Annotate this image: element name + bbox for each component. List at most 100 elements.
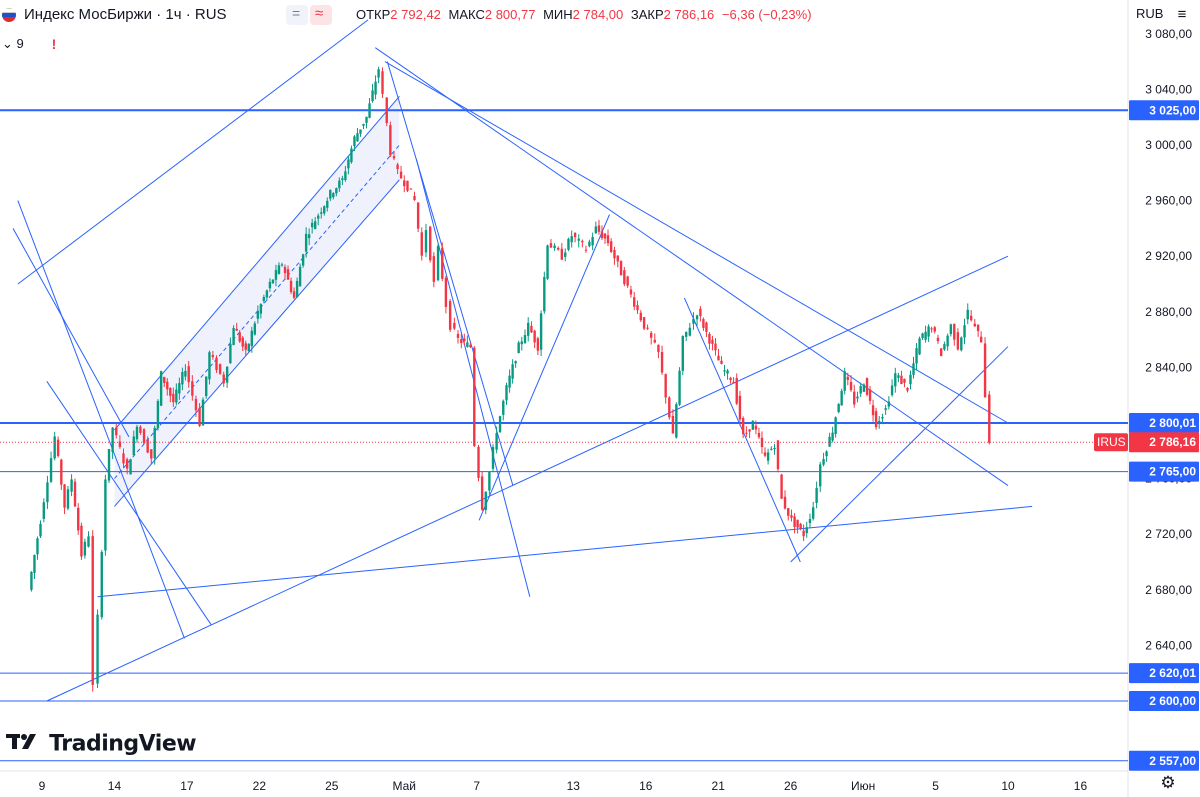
candle-body	[432, 256, 436, 282]
candle-body	[436, 245, 440, 281]
candle-body	[498, 416, 502, 433]
candle-body	[211, 355, 215, 358]
candle-body	[341, 178, 344, 180]
candle-body	[924, 331, 927, 340]
candle-body	[335, 188, 338, 194]
candle-body	[853, 391, 856, 405]
candle-body	[825, 451, 828, 457]
trend-line[interactable]	[12, 228, 130, 438]
level-badge[interactable]: 2 620,01	[1149, 666, 1196, 680]
trend-line[interactable]	[478, 214, 610, 521]
candle-body	[295, 280, 299, 298]
candle-body	[773, 447, 776, 450]
candle-body	[760, 437, 764, 448]
candle-body	[83, 541, 87, 556]
y-tick-label: 2 840,00	[1145, 360, 1192, 374]
candle-body	[616, 255, 619, 262]
trend-line[interactable]	[415, 158, 531, 597]
menu-icon[interactable]: ≡	[1168, 5, 1196, 25]
candle-body	[949, 324, 953, 335]
candle-body	[695, 315, 699, 320]
candle-body	[350, 148, 353, 163]
trend-line[interactable]	[790, 346, 1009, 563]
candle-body	[36, 538, 39, 555]
candle-body	[73, 481, 77, 507]
level-badge[interactable]: 2 600,00	[1149, 694, 1196, 708]
high-label: МАКС	[448, 7, 485, 22]
level-badge[interactable]: 2 800,01	[1149, 416, 1196, 430]
candle-body	[49, 458, 53, 482]
candle-body	[573, 232, 577, 238]
trend-line[interactable]	[384, 61, 1009, 424]
candle-body	[46, 482, 49, 503]
candle-body	[770, 448, 773, 450]
level-badge[interactable]: 3 025,00	[1149, 103, 1196, 117]
level-badge[interactable]: 2 557,00	[1149, 754, 1196, 768]
candle-body	[783, 496, 787, 509]
candle-body	[111, 427, 114, 453]
candle-body	[96, 614, 99, 684]
candle-body	[132, 436, 135, 456]
trend-line[interactable]	[17, 200, 185, 639]
candle-body	[159, 371, 163, 406]
candle-body	[218, 364, 222, 374]
candle-body	[247, 343, 250, 351]
indicators-toggle[interactable]: ⌄ 9	[2, 36, 24, 52]
trend-line[interactable]	[386, 61, 514, 486]
equal-chip[interactable]: =	[286, 5, 308, 25]
level-badge[interactable]: 2 765,00	[1149, 465, 1196, 479]
trend-line[interactable]	[374, 47, 1009, 486]
candle-body	[653, 339, 657, 343]
trend-line[interactable]	[97, 505, 1033, 598]
candle-body	[906, 387, 909, 391]
trend-line[interactable]	[114, 179, 400, 507]
candle-body	[420, 232, 423, 256]
level-badge-bg	[1129, 691, 1199, 711]
candle-body	[424, 230, 428, 253]
candle-body	[495, 432, 498, 450]
candle-body	[609, 241, 613, 252]
symbol-title[interactable]: Индекс МосБиржи · 1ч · RUS	[24, 6, 227, 23]
candle-body	[912, 363, 915, 375]
candle-body	[878, 420, 881, 423]
candle-body	[473, 347, 476, 446]
candle-body	[815, 488, 818, 503]
high-value: 2 800,77	[484, 7, 536, 22]
trend-line[interactable]	[114, 96, 400, 431]
candle-body	[175, 389, 178, 403]
settings-gear-icon[interactable]: ⚙	[1160, 773, 1176, 792]
candle-body	[757, 432, 761, 438]
currency-label[interactable]: RUB	[1136, 6, 1164, 21]
candle-body	[646, 327, 649, 329]
alert-icon[interactable]: !	[51, 36, 57, 52]
open-label: ОТКР	[356, 7, 391, 22]
trend-line[interactable]	[17, 19, 369, 285]
candle-body	[377, 69, 380, 78]
candle-body	[283, 266, 287, 274]
candle-body	[191, 381, 194, 396]
candle-body	[91, 536, 94, 685]
candle-body	[946, 335, 949, 347]
candle-body	[600, 231, 604, 238]
candle-body	[564, 252, 567, 257]
wave-chip[interactable]: ≈	[310, 5, 332, 25]
candle-body	[142, 429, 146, 444]
candle-body	[546, 245, 549, 279]
candle-body	[828, 436, 831, 447]
candle-body	[310, 222, 314, 228]
candle-body	[356, 133, 359, 142]
trend-line[interactable]	[46, 381, 212, 625]
candle-body	[150, 449, 153, 459]
candle-body	[208, 352, 211, 380]
candle-body	[484, 491, 487, 510]
candle-body	[265, 290, 269, 298]
candle-body	[613, 249, 616, 259]
candle-body	[181, 372, 184, 385]
candle-body	[702, 319, 705, 328]
candle-body	[194, 398, 198, 411]
chart-header: Индекс МосБиржи · 1ч · RUS = ≈ ОТКР2 792…	[0, 0, 1128, 30]
candle-body	[539, 313, 543, 350]
candle-body	[887, 401, 891, 407]
x-tick-label: 21	[712, 779, 726, 793]
